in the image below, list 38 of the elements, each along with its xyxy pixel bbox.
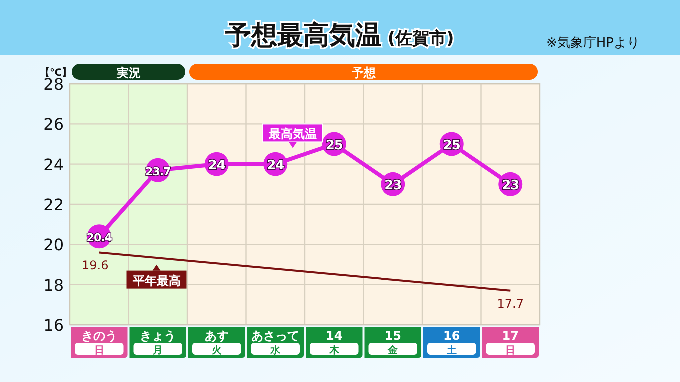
y-tick-label: 22: [44, 196, 64, 214]
data-label: 23.7: [146, 165, 171, 178]
data-label: 25: [443, 138, 461, 154]
data-label: 25: [326, 138, 344, 154]
text: 月: [152, 346, 164, 356]
text: 水: [270, 344, 282, 356]
data-label: 23: [384, 178, 402, 194]
x-tick-label: 15: [384, 329, 402, 343]
text: ※気象庁HPより: [546, 35, 640, 51]
text: 日: [94, 346, 104, 356]
x-tick-label: きのう: [81, 329, 118, 343]
band-label: 予想: [350, 66, 377, 80]
text: 日: [506, 346, 516, 356]
y-tick-label: 26: [44, 115, 64, 134]
x-tick-label: 17: [502, 329, 519, 343]
legend-label: 平年最高: [132, 274, 181, 288]
x-tick-label: あす: [204, 329, 229, 343]
chart-subtitle: (佐賀市): [388, 29, 454, 49]
band-label: 実況: [116, 66, 141, 80]
x-tick-label: 14: [326, 329, 343, 343]
data-label: 19.6: [82, 258, 109, 273]
x-tick-label: きょう: [140, 329, 176, 343]
y-tick-label: 24: [44, 155, 64, 174]
y-tick-label: 20: [44, 236, 64, 255]
x-tick-label: 16: [444, 329, 460, 343]
text: 金: [387, 344, 400, 356]
y-tick-label: 18: [44, 276, 64, 295]
series-label: 最高気温: [268, 127, 317, 142]
data-label: 24: [267, 158, 285, 174]
text: 木: [328, 344, 340, 356]
data-label: 24: [208, 158, 226, 174]
x-tick-label: あさって: [252, 329, 300, 343]
y-axis-title: 【℃】: [40, 67, 72, 79]
chart-title: 予想最高気温: [224, 21, 382, 51]
text: 土: [446, 344, 457, 356]
text: 火: [212, 344, 223, 356]
data-label: 23: [502, 178, 520, 194]
data-label: 17.7: [497, 296, 524, 311]
